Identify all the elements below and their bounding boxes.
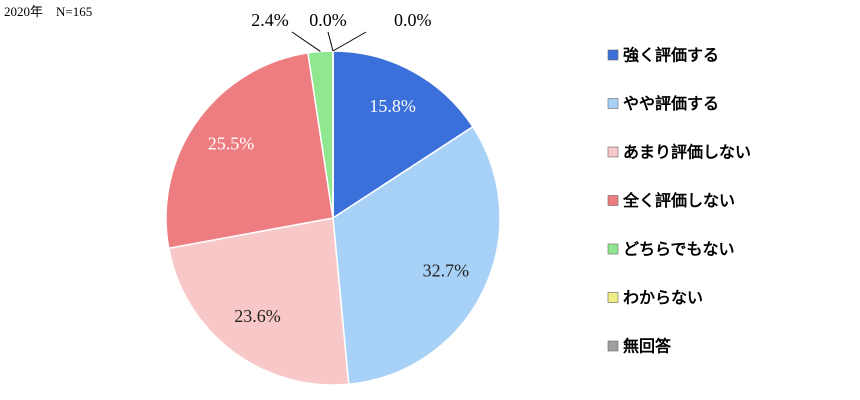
leader-line <box>291 31 321 52</box>
legend-swatch <box>607 146 619 158</box>
data-label: 0.0% <box>309 10 347 30</box>
data-label: 32.7% <box>423 261 470 281</box>
legend-swatch <box>607 49 619 61</box>
legend-swatch <box>607 292 619 303</box>
pie-slice <box>167 217 350 386</box>
legend-label: やや評価する <box>623 94 719 113</box>
chart-title: 2020年 N=165 <box>4 4 92 19</box>
data-label: 0.0% <box>394 10 432 30</box>
legend-swatch <box>607 243 619 255</box>
legend-swatch <box>607 340 619 352</box>
pie-slice <box>332 125 501 386</box>
leader-line <box>327 31 334 52</box>
legend-label: わからない <box>623 288 703 307</box>
data-label: 15.8% <box>369 96 416 116</box>
legend-label: 全く評価しない <box>622 191 735 210</box>
leader-line <box>332 31 367 52</box>
legend-label: 強く評価する <box>623 46 719 65</box>
legend-swatch <box>607 195 619 206</box>
pie-slice <box>165 52 334 250</box>
legend-label: あまり評価しない <box>623 143 751 162</box>
legend-label: どちらでもない <box>623 240 735 259</box>
legend-label: 無回答 <box>623 337 672 356</box>
pie-slice <box>332 50 474 220</box>
data-label: 2.4% <box>251 10 289 30</box>
data-label: 23.6% <box>234 306 281 326</box>
data-label: 25.5% <box>208 133 255 153</box>
legend-swatch <box>607 98 619 109</box>
